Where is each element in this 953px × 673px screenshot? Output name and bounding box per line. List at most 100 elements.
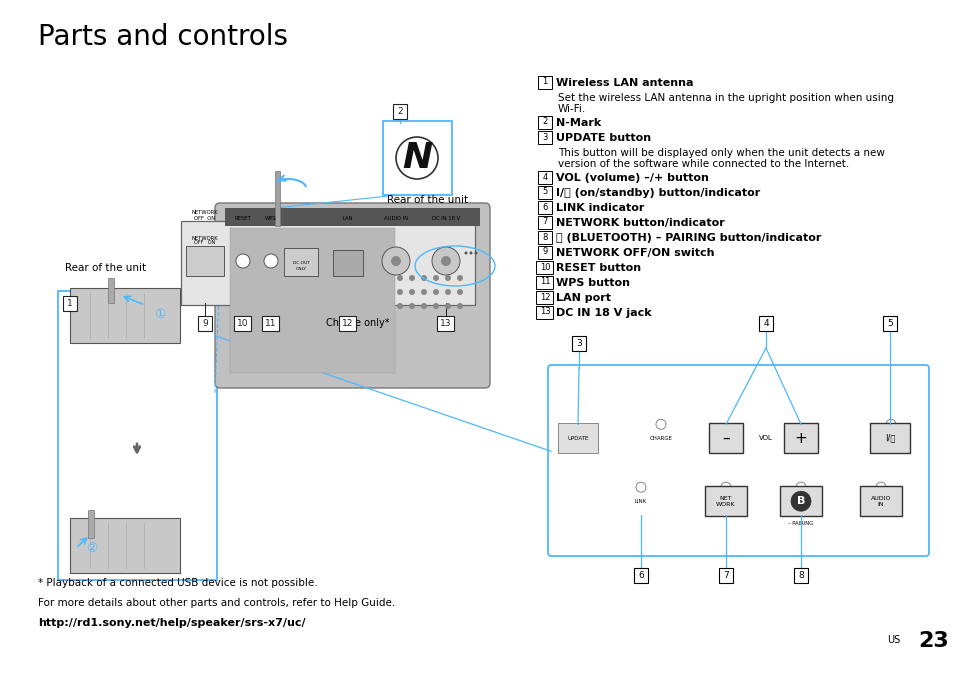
Text: Charge only*: Charge only* (326, 318, 389, 328)
Text: N-Mark: N-Mark (556, 118, 600, 128)
Circle shape (444, 289, 451, 295)
Circle shape (420, 275, 427, 281)
Text: 12: 12 (539, 293, 550, 302)
Circle shape (409, 303, 415, 309)
Text: Wireless LAN antenna: Wireless LAN antenna (556, 78, 693, 88)
Text: DC IN 18 V jack: DC IN 18 V jack (556, 308, 651, 318)
Text: NETWORK: NETWORK (192, 236, 218, 241)
FancyBboxPatch shape (393, 104, 407, 118)
Text: AUDIO IN: AUDIO IN (384, 216, 408, 221)
Text: Rear of the unit: Rear of the unit (387, 195, 468, 205)
Text: I/⏻ (on/standby) button/indicator: I/⏻ (on/standby) button/indicator (556, 188, 760, 198)
Text: 10: 10 (237, 318, 249, 328)
FancyBboxPatch shape (63, 295, 77, 310)
Bar (88, 510, 94, 538)
Circle shape (456, 303, 462, 309)
Circle shape (440, 256, 451, 266)
Text: 1: 1 (67, 299, 72, 308)
Circle shape (433, 275, 438, 281)
Text: LAN: LAN (342, 216, 353, 221)
Text: 6: 6 (638, 571, 643, 579)
Text: ⦿ (BLUETOOTH) – PAIRING button/indicator: ⦿ (BLUETOOTH) – PAIRING button/indicator (556, 233, 821, 243)
Text: For more details about other parts and controls, refer to Help Guide.: For more details about other parts and c… (38, 598, 395, 608)
Circle shape (235, 254, 250, 268)
FancyBboxPatch shape (780, 486, 821, 516)
FancyBboxPatch shape (537, 230, 552, 244)
Text: NETWORK button/indicator: NETWORK button/indicator (556, 218, 724, 228)
Text: 10: 10 (539, 262, 550, 271)
FancyBboxPatch shape (536, 291, 553, 304)
Text: DC OUT: DC OUT (293, 261, 309, 265)
Text: 4: 4 (762, 318, 768, 328)
Circle shape (396, 275, 402, 281)
FancyBboxPatch shape (437, 316, 454, 330)
Text: 11: 11 (265, 318, 276, 328)
Text: 23: 23 (917, 631, 947, 651)
Text: 12: 12 (342, 318, 354, 328)
FancyBboxPatch shape (558, 423, 598, 454)
Text: 1: 1 (542, 77, 547, 87)
FancyBboxPatch shape (783, 423, 817, 454)
FancyBboxPatch shape (759, 316, 772, 330)
FancyBboxPatch shape (58, 291, 216, 580)
Text: 7: 7 (541, 217, 547, 227)
Text: CHARGE: CHARGE (649, 436, 672, 441)
Text: VOL: VOL (759, 435, 772, 441)
Text: Rear of the unit: Rear of the unit (65, 263, 146, 273)
Text: This button will be displayed only when the unit detects a new: This button will be displayed only when … (558, 148, 884, 158)
Circle shape (409, 275, 415, 281)
Circle shape (790, 491, 810, 511)
Text: version of the software while connected to the Internet.: version of the software while connected … (558, 159, 848, 169)
Circle shape (381, 247, 410, 275)
FancyBboxPatch shape (537, 116, 552, 129)
Circle shape (420, 303, 427, 309)
Circle shape (409, 289, 415, 295)
FancyBboxPatch shape (198, 316, 212, 330)
Circle shape (432, 247, 459, 275)
Text: LAN port: LAN port (556, 293, 610, 303)
Text: ONLY: ONLY (295, 267, 306, 271)
FancyBboxPatch shape (704, 486, 746, 516)
Text: NETWORK
OFF  ON: NETWORK OFF ON (192, 210, 218, 221)
Text: Set the wireless LAN antenna in the upright position when using: Set the wireless LAN antenna in the upri… (558, 93, 893, 103)
Text: 8: 8 (798, 571, 803, 579)
Text: RESET button: RESET button (556, 263, 640, 273)
Text: 7: 7 (722, 571, 728, 579)
FancyBboxPatch shape (234, 316, 252, 330)
Text: – PAIRING: – PAIRING (787, 521, 813, 526)
Circle shape (433, 303, 438, 309)
Text: 13: 13 (539, 308, 550, 316)
Text: +: + (794, 431, 806, 446)
FancyBboxPatch shape (537, 201, 552, 213)
FancyBboxPatch shape (793, 567, 807, 583)
Bar (70, 288, 180, 343)
Text: 2: 2 (396, 106, 402, 116)
Text: N: N (401, 141, 432, 175)
FancyBboxPatch shape (537, 186, 552, 199)
Circle shape (396, 303, 402, 309)
Text: WPS: WPS (265, 216, 276, 221)
FancyBboxPatch shape (186, 246, 224, 276)
Circle shape (474, 252, 477, 254)
Circle shape (391, 256, 400, 266)
Text: 9: 9 (202, 318, 208, 328)
Text: Parts and controls: Parts and controls (38, 23, 288, 51)
Text: OFF   ON: OFF ON (194, 240, 215, 245)
FancyBboxPatch shape (214, 203, 490, 388)
FancyBboxPatch shape (284, 248, 317, 276)
Circle shape (433, 289, 438, 295)
Circle shape (264, 254, 277, 268)
Text: NETWORK OFF/ON switch: NETWORK OFF/ON switch (556, 248, 714, 258)
FancyBboxPatch shape (537, 131, 552, 143)
Text: AUDIO
IN: AUDIO IN (870, 496, 890, 507)
Text: http://rd1.sony.net/help/speaker/srs-x7/uc/: http://rd1.sony.net/help/speaker/srs-x7/… (38, 618, 305, 628)
Text: DC IN 18 V: DC IN 18 V (432, 216, 459, 221)
Text: 11: 11 (539, 277, 550, 287)
Text: VOL (volume) –/+ button: VOL (volume) –/+ button (556, 173, 708, 183)
Text: 5: 5 (542, 188, 547, 197)
FancyBboxPatch shape (859, 486, 901, 516)
FancyBboxPatch shape (536, 260, 553, 273)
FancyBboxPatch shape (547, 365, 928, 556)
Text: ②: ② (87, 542, 97, 555)
Text: * Playback of a connected USB device is not possible.: * Playback of a connected USB device is … (38, 578, 317, 588)
